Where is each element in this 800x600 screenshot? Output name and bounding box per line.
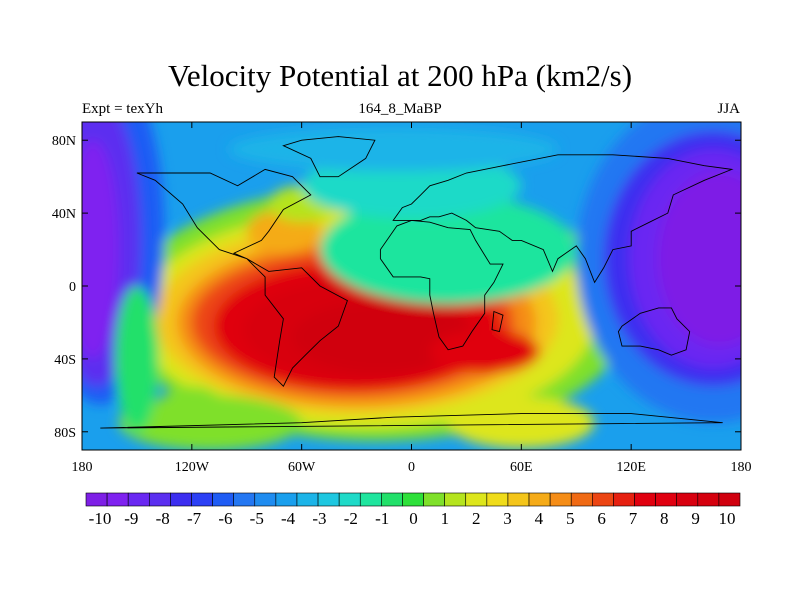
colorbar-label: -1 xyxy=(375,509,389,528)
contour-band xyxy=(155,386,229,441)
colorbar-swatch xyxy=(359,492,382,507)
colorbar-swatch xyxy=(275,492,298,507)
y-tick-label: 80N xyxy=(52,134,76,149)
coastline xyxy=(136,168,348,387)
x-tick-label: 60W xyxy=(288,460,316,475)
colorbar-swatch xyxy=(697,492,720,507)
colorbar-swatch xyxy=(148,492,171,507)
colorbar-swatch xyxy=(634,492,656,507)
colorbar-swatch xyxy=(170,492,192,507)
colorbar-swatch xyxy=(570,492,593,507)
x-tick-label: 0 xyxy=(408,460,415,475)
contour-band xyxy=(228,127,558,172)
colorbar-label: -10 xyxy=(89,509,112,528)
contour-band xyxy=(82,140,119,359)
y-tick-label: 0 xyxy=(69,280,76,295)
y-tick-label: 80S xyxy=(54,426,76,441)
coastline xyxy=(392,154,734,284)
contour-band xyxy=(429,329,540,374)
colorbar-label: -7 xyxy=(187,509,202,528)
colorbar-swatch xyxy=(507,492,530,507)
coastline xyxy=(617,307,691,356)
colorbar-swatch xyxy=(381,492,403,507)
colorbar-swatch xyxy=(613,492,635,507)
colorbar-label: 3 xyxy=(503,509,512,528)
colorbar-label: 4 xyxy=(535,509,544,528)
x-tick-label: 120E xyxy=(616,460,646,475)
coastline xyxy=(100,413,723,429)
colorbar-swatch xyxy=(402,492,424,507)
colorbar-label: 8 xyxy=(660,509,669,528)
y-tick-label: 40S xyxy=(54,353,76,368)
colorbar-swatch xyxy=(254,492,277,507)
x-tick-label: 120W xyxy=(175,460,210,475)
colorbar-swatch xyxy=(233,492,256,507)
contour-band xyxy=(656,171,741,347)
y-tick-label: 40N xyxy=(52,207,76,222)
contour-field xyxy=(82,122,741,450)
colorbar-label: 7 xyxy=(629,509,638,528)
colorbar-label: 0 xyxy=(409,509,418,528)
colorbar-swatch xyxy=(676,492,699,507)
colorbar-label: 1 xyxy=(441,509,450,528)
colorbar-label: -8 xyxy=(156,509,170,528)
colorbar-swatch xyxy=(338,492,361,507)
colorbar-label: -6 xyxy=(218,509,232,528)
coastline xyxy=(282,136,376,178)
colorbar-swatch xyxy=(465,492,488,507)
colorbar-swatch xyxy=(549,492,572,507)
colorbar-swatch xyxy=(655,492,678,507)
colorbar-swatch xyxy=(486,492,509,507)
colorbar-label: -5 xyxy=(250,509,264,528)
colorbar-label: 6 xyxy=(597,509,606,528)
colorbar-label: -2 xyxy=(344,509,358,528)
colorbar-swatch xyxy=(592,492,614,507)
colorbar-swatch xyxy=(191,492,213,507)
colorbar-swatch xyxy=(127,492,150,507)
coastline xyxy=(379,219,504,351)
x-tick-label: 180 xyxy=(731,460,752,475)
colorbar-label: 10 xyxy=(719,509,736,528)
colorbar-swatch xyxy=(296,492,319,507)
x-tick-label: 60E xyxy=(510,460,533,475)
colorbar-swatch xyxy=(106,492,129,507)
season-label: JJA xyxy=(717,101,740,117)
experiment-label: Expt = texYh xyxy=(82,101,163,117)
contour-band xyxy=(114,286,159,432)
colorbar-label: -9 xyxy=(124,509,138,528)
page-title: Velocity Potential at 200 hPa (km2/s) xyxy=(167,58,633,93)
y-axis: 80N 40N 0 40S 80S xyxy=(52,134,741,441)
colorbar-swatch xyxy=(423,492,445,507)
colorbar-swatch xyxy=(317,492,340,507)
colorbar-swatch xyxy=(718,492,741,507)
contour-band xyxy=(448,397,595,449)
case-label: 164_8_MaBP xyxy=(358,101,442,117)
x-axis: 180 120W 60W 0 60E 120E 180 xyxy=(72,122,752,475)
colorbar-label: -4 xyxy=(281,509,296,528)
colorbar-swatch xyxy=(212,492,234,507)
x-tick-label: 180 xyxy=(72,460,93,475)
colorbar-label: -3 xyxy=(312,509,326,528)
colorbar-swatch xyxy=(444,492,467,507)
colorbar: -10 -9 -8 -7 -6 -5 -4 -3 -2 -1 0 1 2 3 4 5 6 7 8 9 10 xyxy=(85,492,741,528)
colorbar-swatch xyxy=(528,492,551,507)
contour-band xyxy=(319,194,577,305)
colorbar-label: 9 xyxy=(691,509,700,528)
coastline xyxy=(491,310,504,333)
colorbar-label: 5 xyxy=(566,509,575,528)
colorbar-swatch xyxy=(85,492,108,507)
colorbar-label: 2 xyxy=(472,509,481,528)
contour-band xyxy=(292,300,476,374)
coastlines xyxy=(100,136,734,429)
